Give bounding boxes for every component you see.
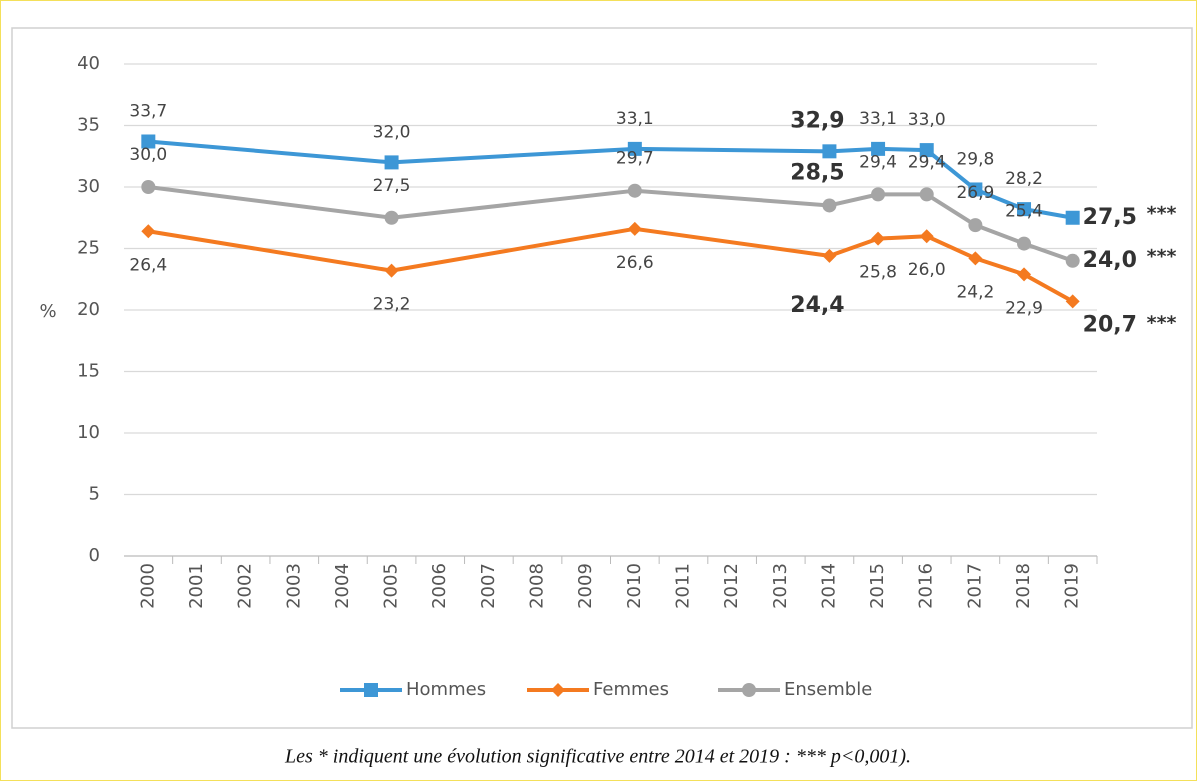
marker [1017, 267, 1032, 282]
marker [384, 263, 399, 278]
data-label: 28,2 [1005, 169, 1043, 189]
x-tick-label: 2007 [478, 563, 499, 609]
data-label: 24,2 [956, 282, 994, 302]
x-tick-label: 2008 [527, 563, 548, 609]
marker [627, 183, 642, 198]
marker [141, 180, 156, 194]
x-tick-label: 2004 [332, 563, 353, 609]
marker [627, 221, 642, 236]
x-tick-label: 2010 [624, 563, 645, 609]
x-tick-label: 2019 [1062, 563, 1083, 609]
legend-item: Hommes [340, 679, 486, 700]
x-tick-label: 2009 [575, 563, 596, 609]
significance: *** [1147, 202, 1177, 224]
marker [384, 210, 399, 225]
marker [919, 143, 934, 158]
x-tick-label: 2002 [235, 563, 256, 609]
y-tick-label: 0 [89, 545, 100, 566]
footnote: Les * indiquent une évolution significat… [284, 746, 911, 768]
data-label: 24,0 [1083, 248, 1137, 273]
data-label: 20,7 [1083, 312, 1137, 337]
marker [871, 141, 886, 156]
data-label: 29,4 [859, 152, 897, 172]
y-tick-label: 30 [77, 176, 100, 197]
data-label: 25,8 [859, 263, 897, 283]
data-label: 33,0 [908, 110, 946, 130]
marker [871, 231, 886, 246]
marker [384, 155, 399, 170]
marker [822, 248, 837, 263]
y-tick-label: 15 [77, 361, 100, 382]
y-tick-label: 35 [77, 115, 100, 136]
data-label: 33,7 [129, 101, 167, 121]
data-label: 26,9 [956, 183, 994, 203]
data-label: 26,0 [908, 260, 946, 280]
marker [627, 141, 642, 156]
data-label: 33,1 [616, 109, 654, 129]
y-tick-label: 25 [77, 238, 100, 259]
legend-item: Femmes [527, 679, 669, 700]
data-label: 32,9 [790, 108, 844, 133]
marker [919, 229, 934, 244]
chart-frame [11, 27, 1193, 729]
x-tick-label: 2003 [283, 563, 304, 609]
legend-marker [364, 683, 378, 697]
x-tick-label: 2000 [137, 563, 158, 609]
legend-marker [551, 683, 565, 697]
data-label: 32,0 [373, 122, 411, 142]
data-label: 23,2 [373, 295, 411, 315]
significance: *** [1147, 312, 1177, 334]
data-label: 29,4 [908, 152, 946, 172]
data-label: 22,9 [1005, 298, 1043, 318]
marker [968, 251, 983, 266]
marker [141, 134, 156, 149]
legend-marker [742, 683, 756, 697]
marker [1017, 202, 1032, 217]
x-tick-label: 2018 [1013, 563, 1034, 609]
x-tick-label: 2015 [867, 563, 888, 609]
marker [1065, 294, 1080, 309]
y-tick-label: 5 [89, 484, 100, 505]
marker [1017, 236, 1032, 251]
x-tick-label: 2012 [721, 563, 742, 609]
data-label: 29,7 [616, 149, 654, 169]
data-label: 24,4 [790, 293, 844, 318]
x-tick-label: 2001 [186, 563, 207, 609]
x-tick-label: 2011 [672, 563, 693, 609]
x-tick-label: 2005 [381, 563, 402, 609]
legend-item: Ensemble [718, 679, 872, 700]
x-tick-label: 2013 [770, 563, 791, 609]
data-label: 30,0 [129, 145, 167, 165]
legend-label: Hommes [406, 679, 486, 700]
marker [141, 224, 156, 239]
marker [919, 187, 934, 202]
significance: *** [1147, 245, 1177, 267]
data-label: 25,4 [1005, 202, 1043, 222]
x-tick-label: 2006 [429, 563, 450, 609]
y-axis-label: % [39, 301, 56, 322]
marker [1065, 253, 1080, 268]
data-label: 27,5 [373, 176, 411, 196]
data-label: 29,8 [956, 149, 994, 169]
legend-label: Femmes [593, 679, 669, 700]
marker [1065, 210, 1080, 225]
legend-label: Ensemble [784, 679, 872, 700]
x-tick-label: 2014 [818, 563, 839, 609]
x-tick-label: 2017 [964, 563, 985, 609]
y-tick-label: 40 [77, 53, 100, 74]
marker [871, 187, 886, 202]
data-label: 33,1 [859, 109, 897, 129]
y-tick-label: 10 [77, 422, 100, 443]
marker [822, 144, 837, 159]
marker [822, 198, 837, 213]
data-label: 28,5 [790, 160, 844, 185]
marker [968, 218, 983, 233]
y-tick-label: 20 [77, 299, 100, 320]
data-label: 26,6 [616, 253, 654, 273]
data-label: 27,5 [1083, 205, 1137, 230]
x-tick-label: 2016 [916, 563, 937, 609]
data-label: 26,4 [129, 255, 167, 275]
marker [968, 182, 983, 197]
